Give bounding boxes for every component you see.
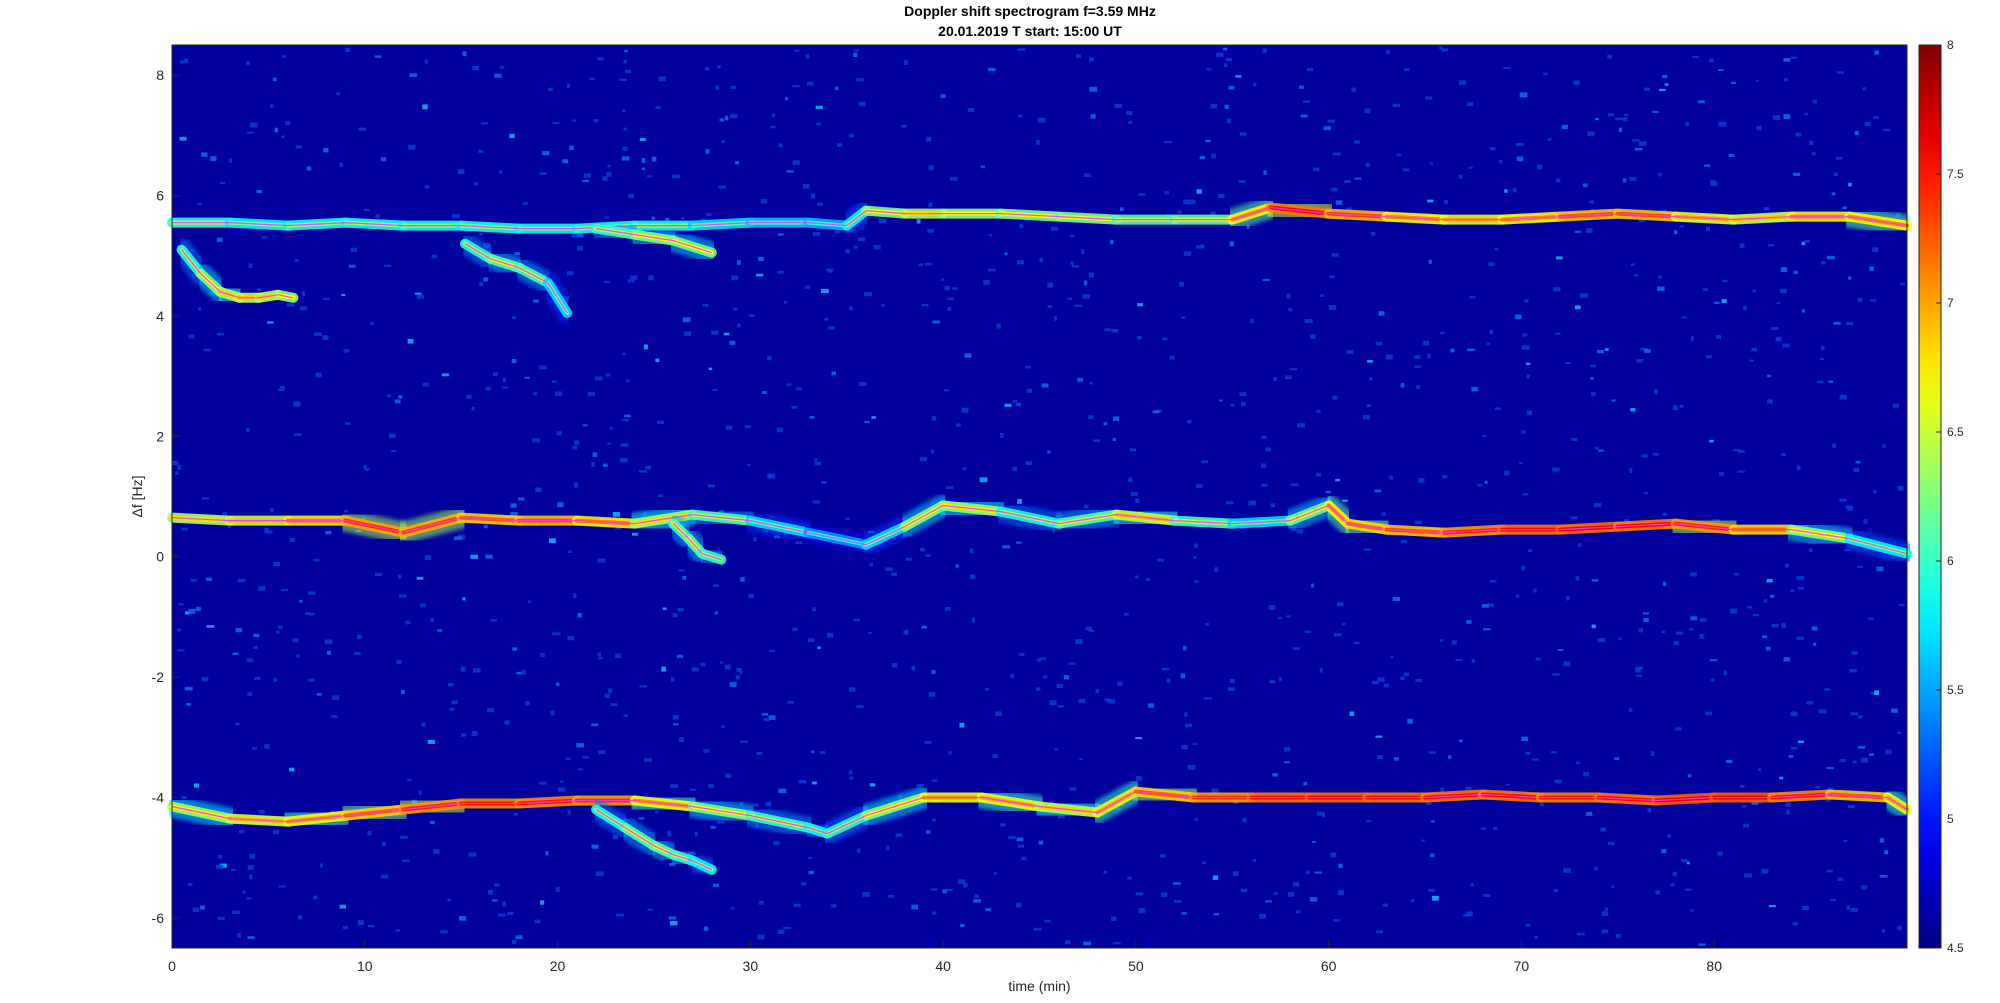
trace-4-fit-line [464,243,568,314]
y-tick-label-4: 2 [156,428,164,444]
x-tick-label-5: 50 [1128,958,1144,974]
x-tick-label-0: 0 [168,958,176,974]
x-tick-label-7: 70 [1514,958,1530,974]
y-tick-label-0: -6 [152,910,165,926]
trace-5 [585,217,723,264]
trace-0-fit-line [172,206,1908,230]
colorbar-tick-label-6: 7.5 [1947,167,1964,181]
chart-subtitle: 20.01.2019 T start: 15:00 UT [938,23,1122,39]
trace-6 [585,798,723,881]
y-tick-label-7: 8 [156,67,164,83]
y-tick-label-5: 4 [156,308,164,324]
colorbar-tick-label-4: 6.5 [1947,425,1964,439]
colorbar-tick-label-7: 8 [1947,38,1954,52]
plot-area [161,45,1918,948]
trace-7 [662,512,733,571]
axes-frame [171,44,1908,949]
trace-1-fit-line [171,504,1908,555]
trace-6-fit-line [595,808,713,871]
trace-1 [161,494,1918,565]
x-tick-label-3: 30 [743,958,759,974]
colorbar-gradient [1918,44,1942,949]
trace-0 [161,196,1918,240]
axes: 0 10 20 30 40 50 60 70 80 -6 -4 -2 0 2 4 6 8 time (min) Δf… [129,44,1908,994]
colorbar-tick-label-2: 5.5 [1947,683,1964,697]
colorbar-tick-label-5: 7 [1947,296,1954,310]
y-tick-label-6: 6 [156,188,164,204]
trace-3-fit-line [181,249,294,299]
trace-3 [170,238,305,309]
y-tick-label-2: -2 [152,669,165,685]
y-axis-label: Δf [Hz] [129,475,145,517]
trace-2 [161,780,1918,845]
trace-2-fit-line [171,790,1908,835]
y-tick-label-1: -4 [152,790,165,806]
colorbar: 4.5 5 5.5 6 6.5 7 7.5 8 [1918,38,1964,955]
y-tick-label-3: 0 [156,549,164,565]
trace-7-fit-line [672,523,722,561]
chart-title: Doppler shift spectrogram f=3.59 MHz [904,3,1156,19]
x-tick-label-4: 40 [935,958,951,974]
x-tick-label-8: 80 [1706,958,1722,974]
colorbar-tick-label-1: 5 [1947,812,1954,826]
x-tick-label-2: 20 [550,958,566,974]
trace-5-fit-line [596,228,712,254]
x-tick-label-1: 10 [357,958,373,974]
x-axis-label: time (min) [1008,978,1070,994]
colorbar-tick-label-0: 4.5 [1947,941,1964,955]
colorbar-tick-label-3: 6 [1947,554,1954,568]
trace-4 [454,232,579,324]
x-tick-label-6: 60 [1321,958,1337,974]
